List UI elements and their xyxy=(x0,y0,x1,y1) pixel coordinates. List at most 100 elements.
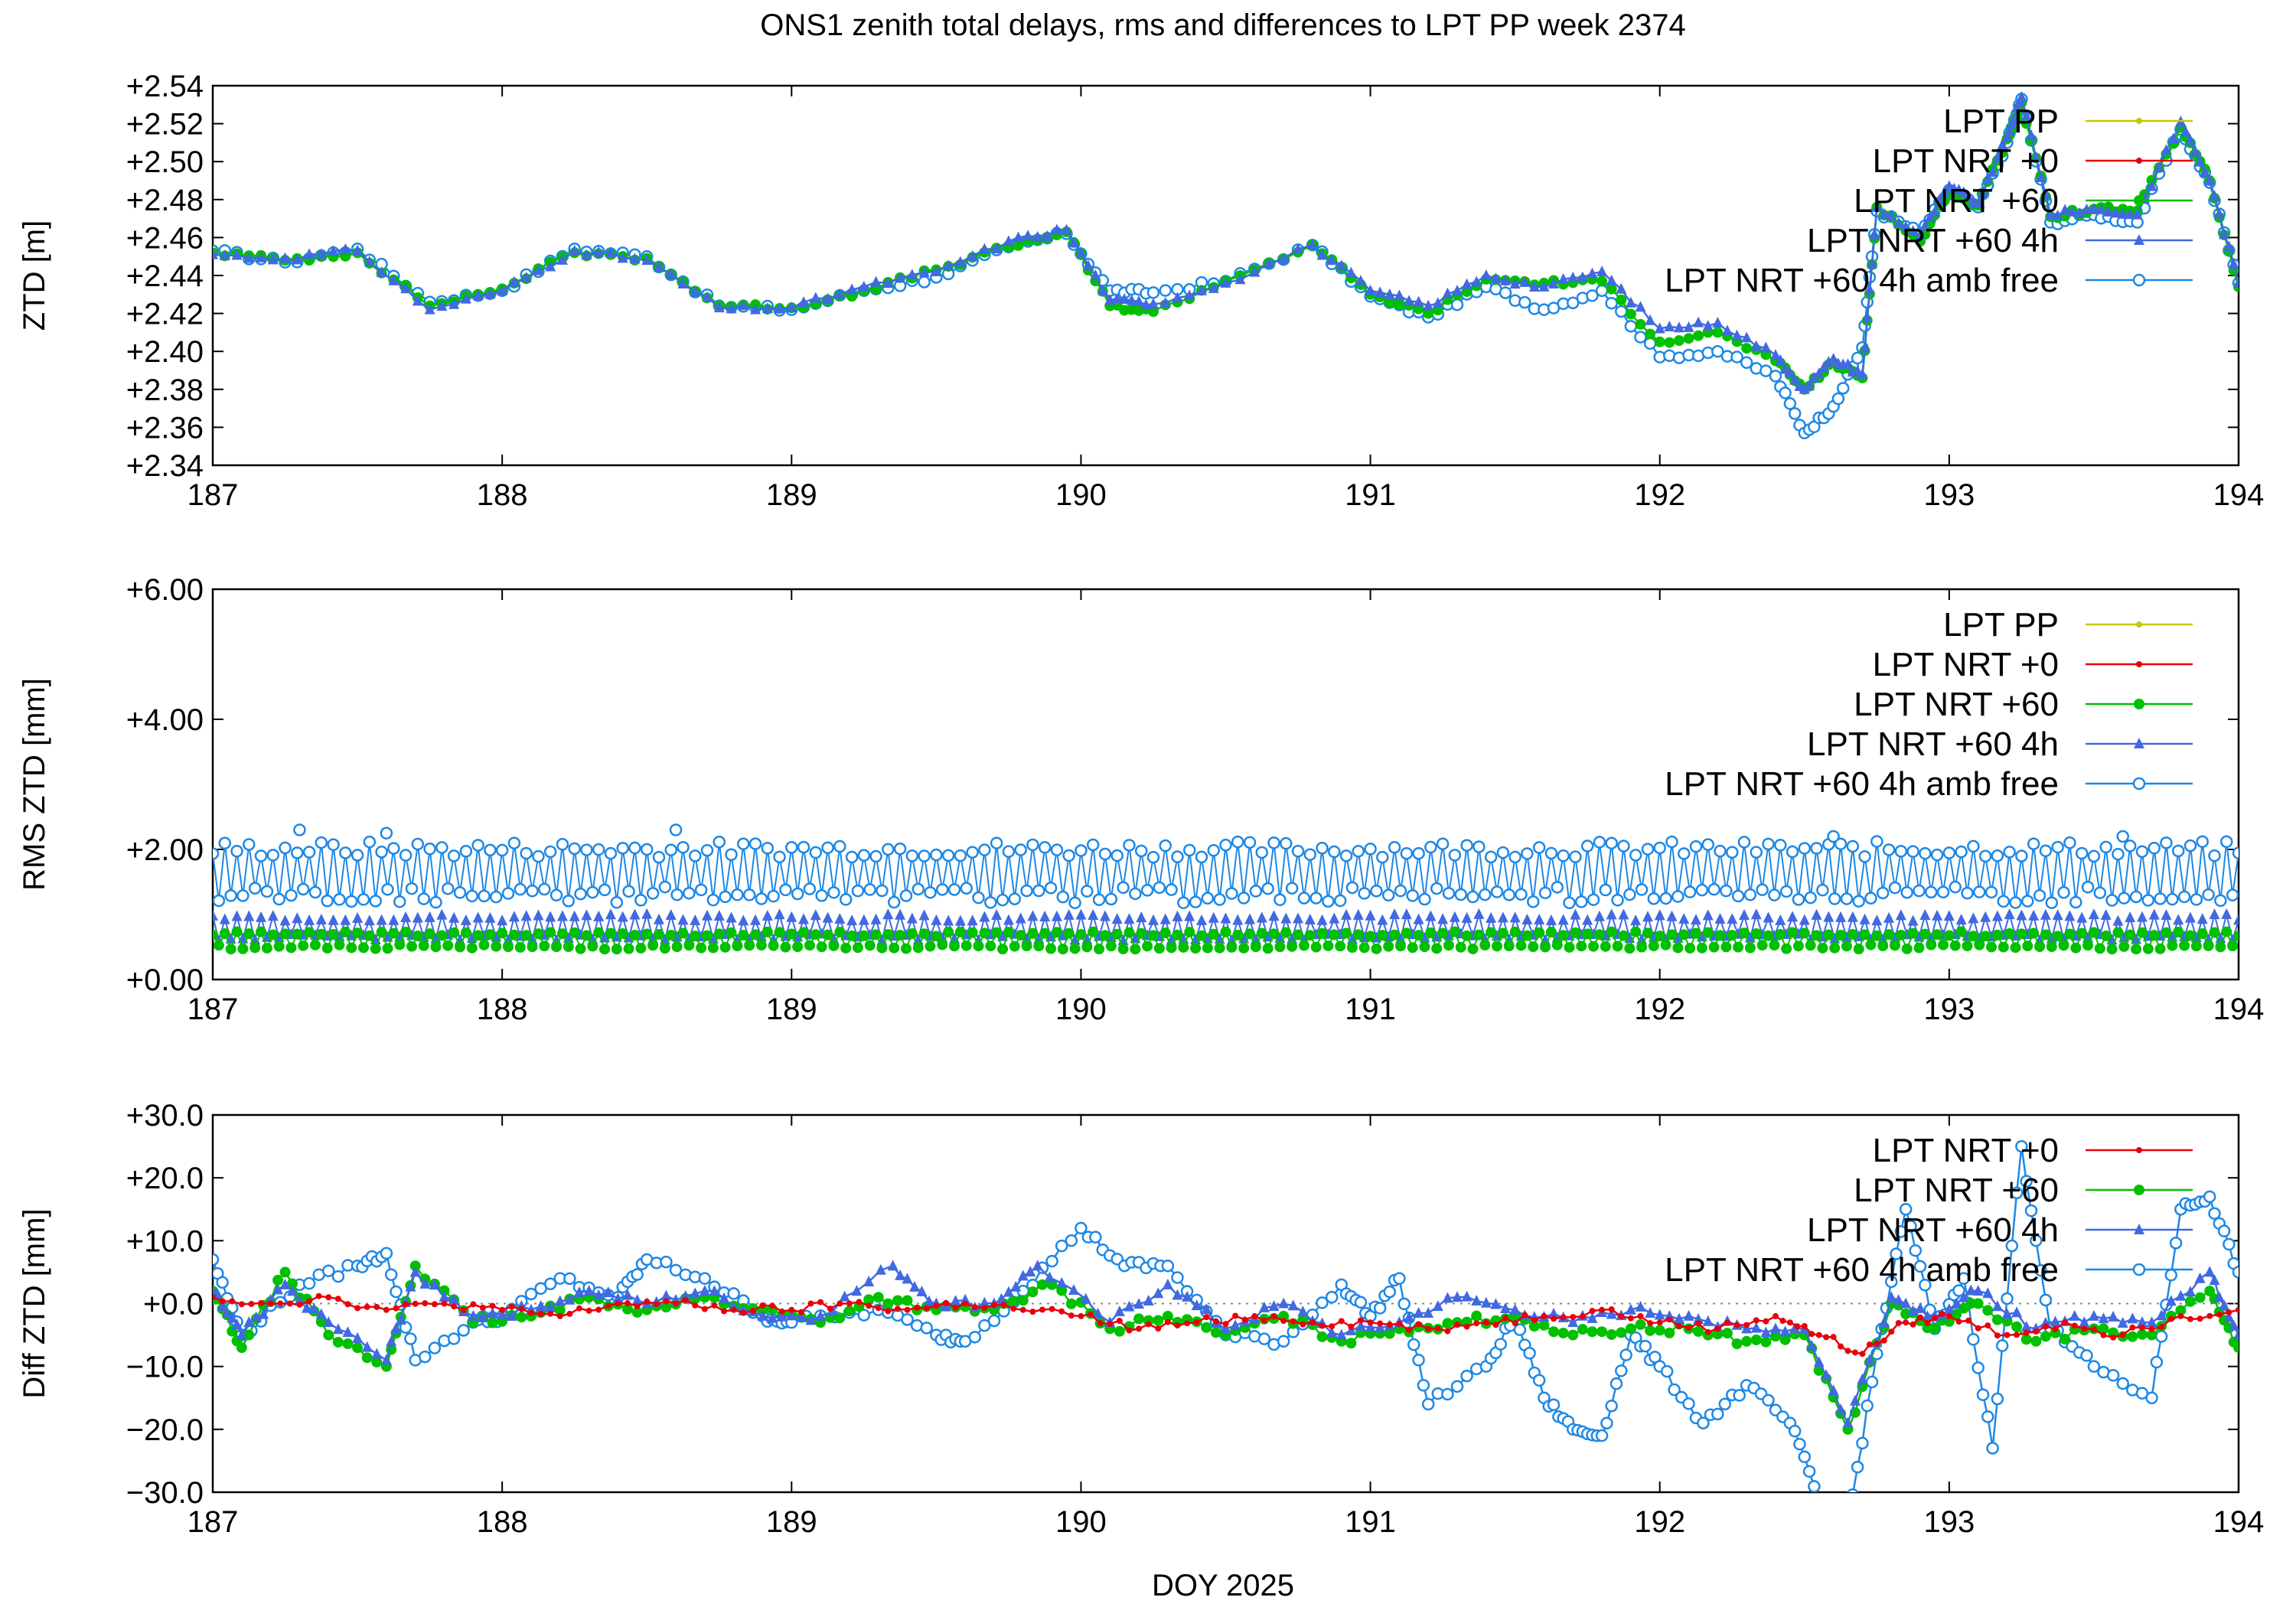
data-point xyxy=(1322,940,1334,951)
data-point xyxy=(1381,888,1395,902)
data-point xyxy=(216,1276,229,1289)
data-point xyxy=(1864,1354,1875,1365)
data-point xyxy=(1298,940,1309,951)
data-point xyxy=(279,252,291,263)
data-point xyxy=(1733,1389,1746,1402)
data-point xyxy=(1434,1325,1441,1332)
data-point xyxy=(1075,844,1088,857)
data-point xyxy=(1486,911,1497,923)
data-point xyxy=(690,285,701,297)
data-point xyxy=(315,248,327,259)
data-point xyxy=(219,928,230,940)
data-point xyxy=(805,1314,817,1325)
legend-marker xyxy=(2132,777,2146,790)
data-point xyxy=(1793,1437,1806,1451)
data-point xyxy=(2145,1391,2158,1404)
data-point xyxy=(2088,1309,2099,1321)
data-point xyxy=(514,882,527,896)
data-point xyxy=(2033,889,2047,902)
data-point xyxy=(436,300,448,311)
data-point xyxy=(1261,1317,1267,1324)
data-point xyxy=(941,849,955,862)
data-point xyxy=(1961,886,1974,900)
legend-label: LPT NRT +60 4h amb free xyxy=(1665,1251,2059,1289)
data-point xyxy=(419,1350,432,1364)
data-point xyxy=(2045,896,2059,909)
data-point xyxy=(2040,187,2051,199)
data-point xyxy=(1232,1312,1239,1319)
data-point xyxy=(1932,929,1943,940)
data-point xyxy=(1521,914,1533,925)
data-point xyxy=(774,302,785,314)
data-point xyxy=(1280,927,1292,938)
data-point xyxy=(698,1272,712,1285)
data-point xyxy=(1792,893,1805,906)
data-point xyxy=(429,1279,440,1290)
data-point xyxy=(2204,1266,2216,1277)
data-point xyxy=(256,251,267,262)
data-point xyxy=(1026,838,1039,852)
data-point xyxy=(1280,836,1293,850)
data-point xyxy=(1062,849,1075,862)
data-point xyxy=(1268,1300,1280,1312)
data-point xyxy=(1909,1244,1922,1257)
data-point xyxy=(1213,893,1226,906)
data-point xyxy=(1003,1286,1014,1297)
data-point xyxy=(615,1300,621,1307)
data-point xyxy=(605,927,616,939)
data-point xyxy=(1851,1349,1858,1356)
data-point xyxy=(1424,840,1437,854)
data-point xyxy=(1786,1319,1793,1326)
data-point xyxy=(1563,896,1576,910)
data-point xyxy=(1833,1514,1844,1525)
data-point xyxy=(785,841,798,854)
data-point xyxy=(696,942,707,953)
data-point xyxy=(895,272,906,283)
data-point xyxy=(1762,1393,1775,1407)
data-point xyxy=(231,926,243,937)
data-point xyxy=(1900,220,1912,232)
data-point xyxy=(857,849,871,862)
data-point xyxy=(821,841,834,855)
data-point xyxy=(1003,927,1014,938)
data-point xyxy=(1376,850,1389,864)
data-point xyxy=(1383,940,1394,952)
data-point xyxy=(306,1298,313,1305)
data-point xyxy=(641,928,653,940)
data-point xyxy=(1116,1318,1123,1325)
data-point xyxy=(713,835,726,849)
data-point xyxy=(1596,1326,1608,1338)
data-point xyxy=(2116,830,2129,843)
data-point xyxy=(2148,842,2161,855)
data-point xyxy=(798,913,810,924)
data-point xyxy=(1019,1306,1026,1313)
x-tick-label: 189 xyxy=(766,478,817,512)
data-point xyxy=(1967,1333,1980,1346)
data-point xyxy=(236,1328,247,1340)
data-point xyxy=(1635,1300,1646,1312)
data-point xyxy=(1827,830,1840,843)
data-point xyxy=(2223,1311,2235,1322)
data-point xyxy=(1512,1320,1518,1327)
data-point xyxy=(569,244,580,256)
y-axis-title: RMS ZTD [mm] xyxy=(18,678,51,891)
data-point xyxy=(375,846,388,859)
data-point xyxy=(762,302,773,314)
data-point xyxy=(1642,927,1653,939)
data-point xyxy=(484,288,496,299)
data-point xyxy=(1182,843,1196,857)
data-point xyxy=(1396,1320,1403,1327)
data-point xyxy=(1042,230,1053,241)
data-point xyxy=(520,930,532,941)
data-point xyxy=(1147,930,1159,941)
data-point xyxy=(952,1304,959,1311)
data-point xyxy=(315,913,327,924)
data-point xyxy=(2197,928,2208,940)
data-point xyxy=(2098,1323,2109,1335)
data-point xyxy=(2021,895,2034,908)
data-point xyxy=(1779,885,1793,898)
data-point xyxy=(920,1322,934,1335)
data-point xyxy=(767,1312,778,1323)
